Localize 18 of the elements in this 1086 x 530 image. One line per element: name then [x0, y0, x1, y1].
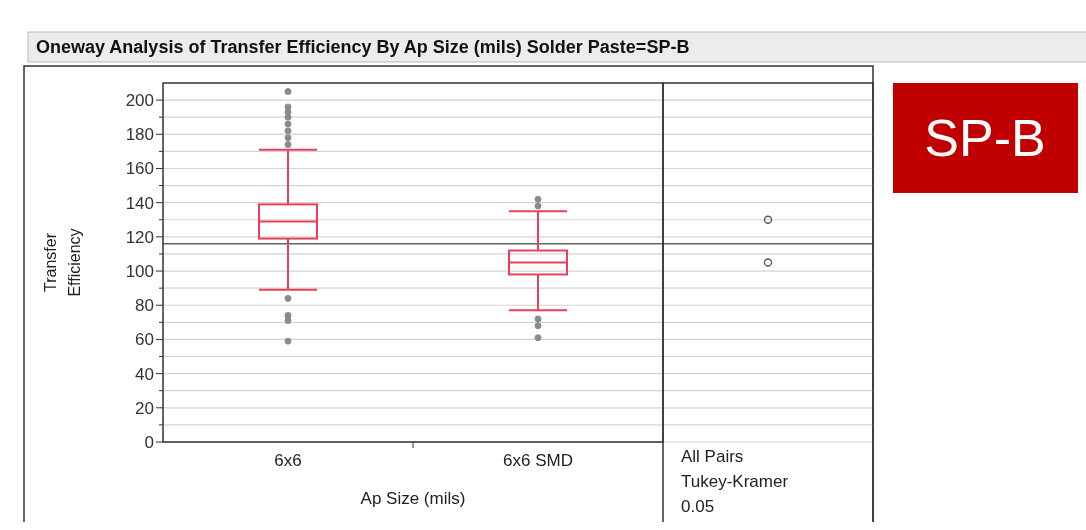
y-tick-label: 0: [144, 432, 154, 452]
y-tick-label: 80: [135, 296, 154, 316]
y-tick-label: 100: [125, 262, 154, 281]
y-tick-label: 60: [135, 330, 154, 350]
text: SP-B: [924, 109, 1046, 168]
x-tick-label: All Pairs Tukey-Kramer 0.05: [681, 447, 789, 516]
y-tick-label: 20: [135, 398, 154, 418]
chart-title: Oneway Analysis of Transfer Efficiency By Ap Size (mils) Solder Paste=SP-B: [36, 37, 690, 57]
y-axis-title: Transfer Efficiency: [42, 228, 83, 297]
y-tick-label: 180: [125, 125, 154, 145]
x-axis-title: Ap Size (mils): [360, 489, 466, 508]
y-tick-label: 200: [125, 91, 154, 111]
x-tick-label: 6x6: [274, 451, 302, 470]
y-tick-label: 40: [135, 364, 154, 384]
y-tick-label: 120: [125, 227, 154, 247]
y-tick-label: 140: [125, 193, 154, 213]
y-tick-label: 160: [125, 159, 154, 179]
x-tick-label: 6x6 SMD: [503, 451, 573, 470]
